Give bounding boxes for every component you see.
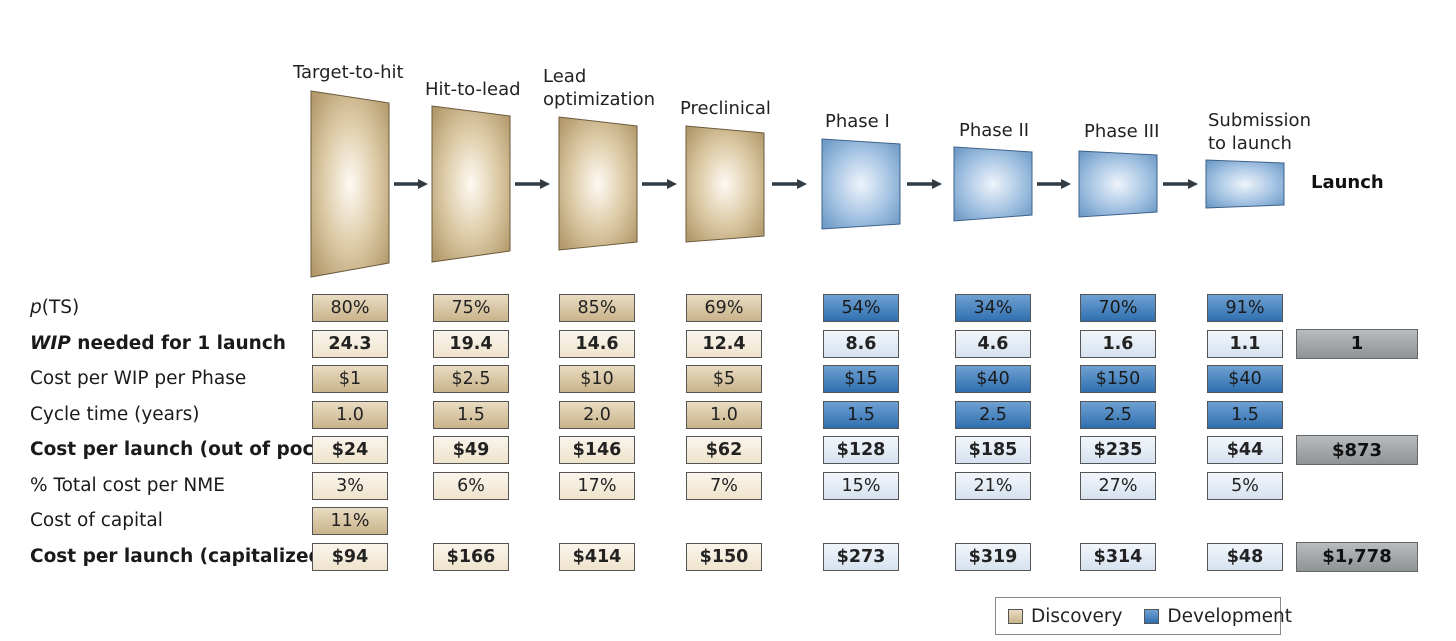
funnel-phase-2 xyxy=(953,146,1033,222)
table-cell: 8.6 xyxy=(823,329,899,358)
table-cell: 91% xyxy=(1207,294,1283,322)
legend-label-discovery: Discovery xyxy=(1031,605,1123,627)
table-cell: 21% xyxy=(955,471,1031,500)
table-cell: 6% xyxy=(433,471,509,500)
table-cell: 4.6 xyxy=(955,329,1031,358)
funnel-submission-to-launch xyxy=(1205,159,1285,209)
table-cell: $24 xyxy=(312,436,388,464)
table-cell: 19.4 xyxy=(433,329,509,358)
table-cell: $2.5 xyxy=(433,365,509,393)
table-cell: $49 xyxy=(433,436,509,464)
table-cell: $146 xyxy=(559,436,635,464)
legend-item-development: Development xyxy=(1144,606,1292,627)
launch-total-cell: $1,778 xyxy=(1296,541,1418,572)
stage-label-preclinical: Preclinical xyxy=(680,98,771,119)
table-cell: 1.5 xyxy=(823,400,899,429)
row-label: Cost per launch (capitalized) xyxy=(30,545,331,567)
funnel-lead-optimization xyxy=(558,116,638,251)
stage-label-phase-1: Phase I xyxy=(825,111,890,132)
launch-total-cell: 1 xyxy=(1296,328,1418,359)
table-cell: $10 xyxy=(559,365,635,393)
table-cell: 1.0 xyxy=(312,400,388,429)
table-cell: $94 xyxy=(312,542,388,571)
funnel-phase-1 xyxy=(821,138,901,230)
table-cell: $62 xyxy=(686,436,762,464)
legend-item-discovery: Discovery xyxy=(1008,606,1122,627)
stage-label-phase-3: Phase III xyxy=(1084,121,1160,142)
table-cell: $319 xyxy=(955,542,1031,571)
table-cell: $314 xyxy=(1080,542,1156,571)
launch-label: Launch xyxy=(1311,172,1384,193)
table-cell: 1.6 xyxy=(1080,329,1156,358)
funnel-phase-3 xyxy=(1078,150,1158,218)
table-cell: 2.0 xyxy=(559,400,635,429)
table-cell: $48 xyxy=(1207,542,1283,571)
legend: Discovery Development xyxy=(995,597,1292,635)
table-cell: 1.5 xyxy=(433,400,509,429)
table-cell: $150 xyxy=(1080,365,1156,393)
stage-label-phase-2: Phase II xyxy=(959,120,1030,141)
table-cell: 27% xyxy=(1080,471,1156,500)
table-cell: 15% xyxy=(823,471,899,500)
table-cell: 80% xyxy=(312,294,388,322)
launch-total-cell: $873 xyxy=(1296,435,1418,465)
table-cell: 2.5 xyxy=(1080,400,1156,429)
table-cell: 7% xyxy=(686,471,762,500)
row-label: Cost per launch (out of pocket) xyxy=(30,439,356,460)
funnel-preclinical xyxy=(685,125,765,243)
table-cell: $128 xyxy=(823,436,899,464)
funnel-hit-to-lead xyxy=(431,105,511,263)
stage-label-submission-to-launch: Submission to launch xyxy=(1208,110,1311,154)
table-cell: $1 xyxy=(312,365,388,393)
table-cell: 70% xyxy=(1080,294,1156,322)
table-cell: 85% xyxy=(559,294,635,322)
funnel-target-to-hit xyxy=(310,90,390,278)
legend-label-development: Development xyxy=(1167,605,1292,627)
table-cell: $40 xyxy=(1207,365,1283,393)
table-cell: $185 xyxy=(955,436,1031,464)
row-label: p(TS) xyxy=(30,297,80,318)
table-cell: 34% xyxy=(955,294,1031,322)
table-cell: $5 xyxy=(686,365,762,393)
table-cell: 1.0 xyxy=(686,400,762,429)
discovery-swatch xyxy=(1008,608,1023,624)
pipeline-diagram xyxy=(310,90,1285,278)
table-cell: 1.5 xyxy=(1207,400,1283,429)
table-cell: 75% xyxy=(433,294,509,322)
table-cell: 1.1 xyxy=(1207,329,1283,358)
stage-label-lead-optimization: Lead optimization xyxy=(543,66,655,110)
table-cell: 3% xyxy=(312,471,388,500)
table-cell: 12.4 xyxy=(686,329,762,358)
stage-label-target-to-hit: Target-to-hit xyxy=(293,62,404,83)
row-label: WIP needed for 1 launch xyxy=(30,332,286,354)
table-cell: 54% xyxy=(823,294,899,322)
row-label: % Total cost per NME xyxy=(30,474,225,496)
table-cell: 14.6 xyxy=(559,329,635,358)
table-cell: $150 xyxy=(686,542,762,571)
table-cell: $44 xyxy=(1207,436,1283,464)
row-label: Cost of capital xyxy=(30,510,163,531)
table-cell: 69% xyxy=(686,294,762,322)
table-cell: $15 xyxy=(823,365,899,393)
table-cell: $40 xyxy=(955,365,1031,393)
stage-label-hit-to-lead: Hit-to-lead xyxy=(425,79,521,100)
development-swatch xyxy=(1144,608,1160,624)
table-cell: 11% xyxy=(312,507,388,535)
table-cell: $414 xyxy=(559,542,635,571)
table-cell: 24.3 xyxy=(312,329,388,358)
table-cell: $273 xyxy=(823,542,899,571)
table-cell: 17% xyxy=(559,471,635,500)
table-cell: $235 xyxy=(1080,436,1156,464)
table-cell: 5% xyxy=(1207,471,1283,500)
table-cell: 2.5 xyxy=(955,400,1031,429)
table-cell: $166 xyxy=(433,542,509,571)
row-label: Cost per WIP per Phase xyxy=(30,368,247,389)
row-label: Cycle time (years) xyxy=(30,403,200,425)
